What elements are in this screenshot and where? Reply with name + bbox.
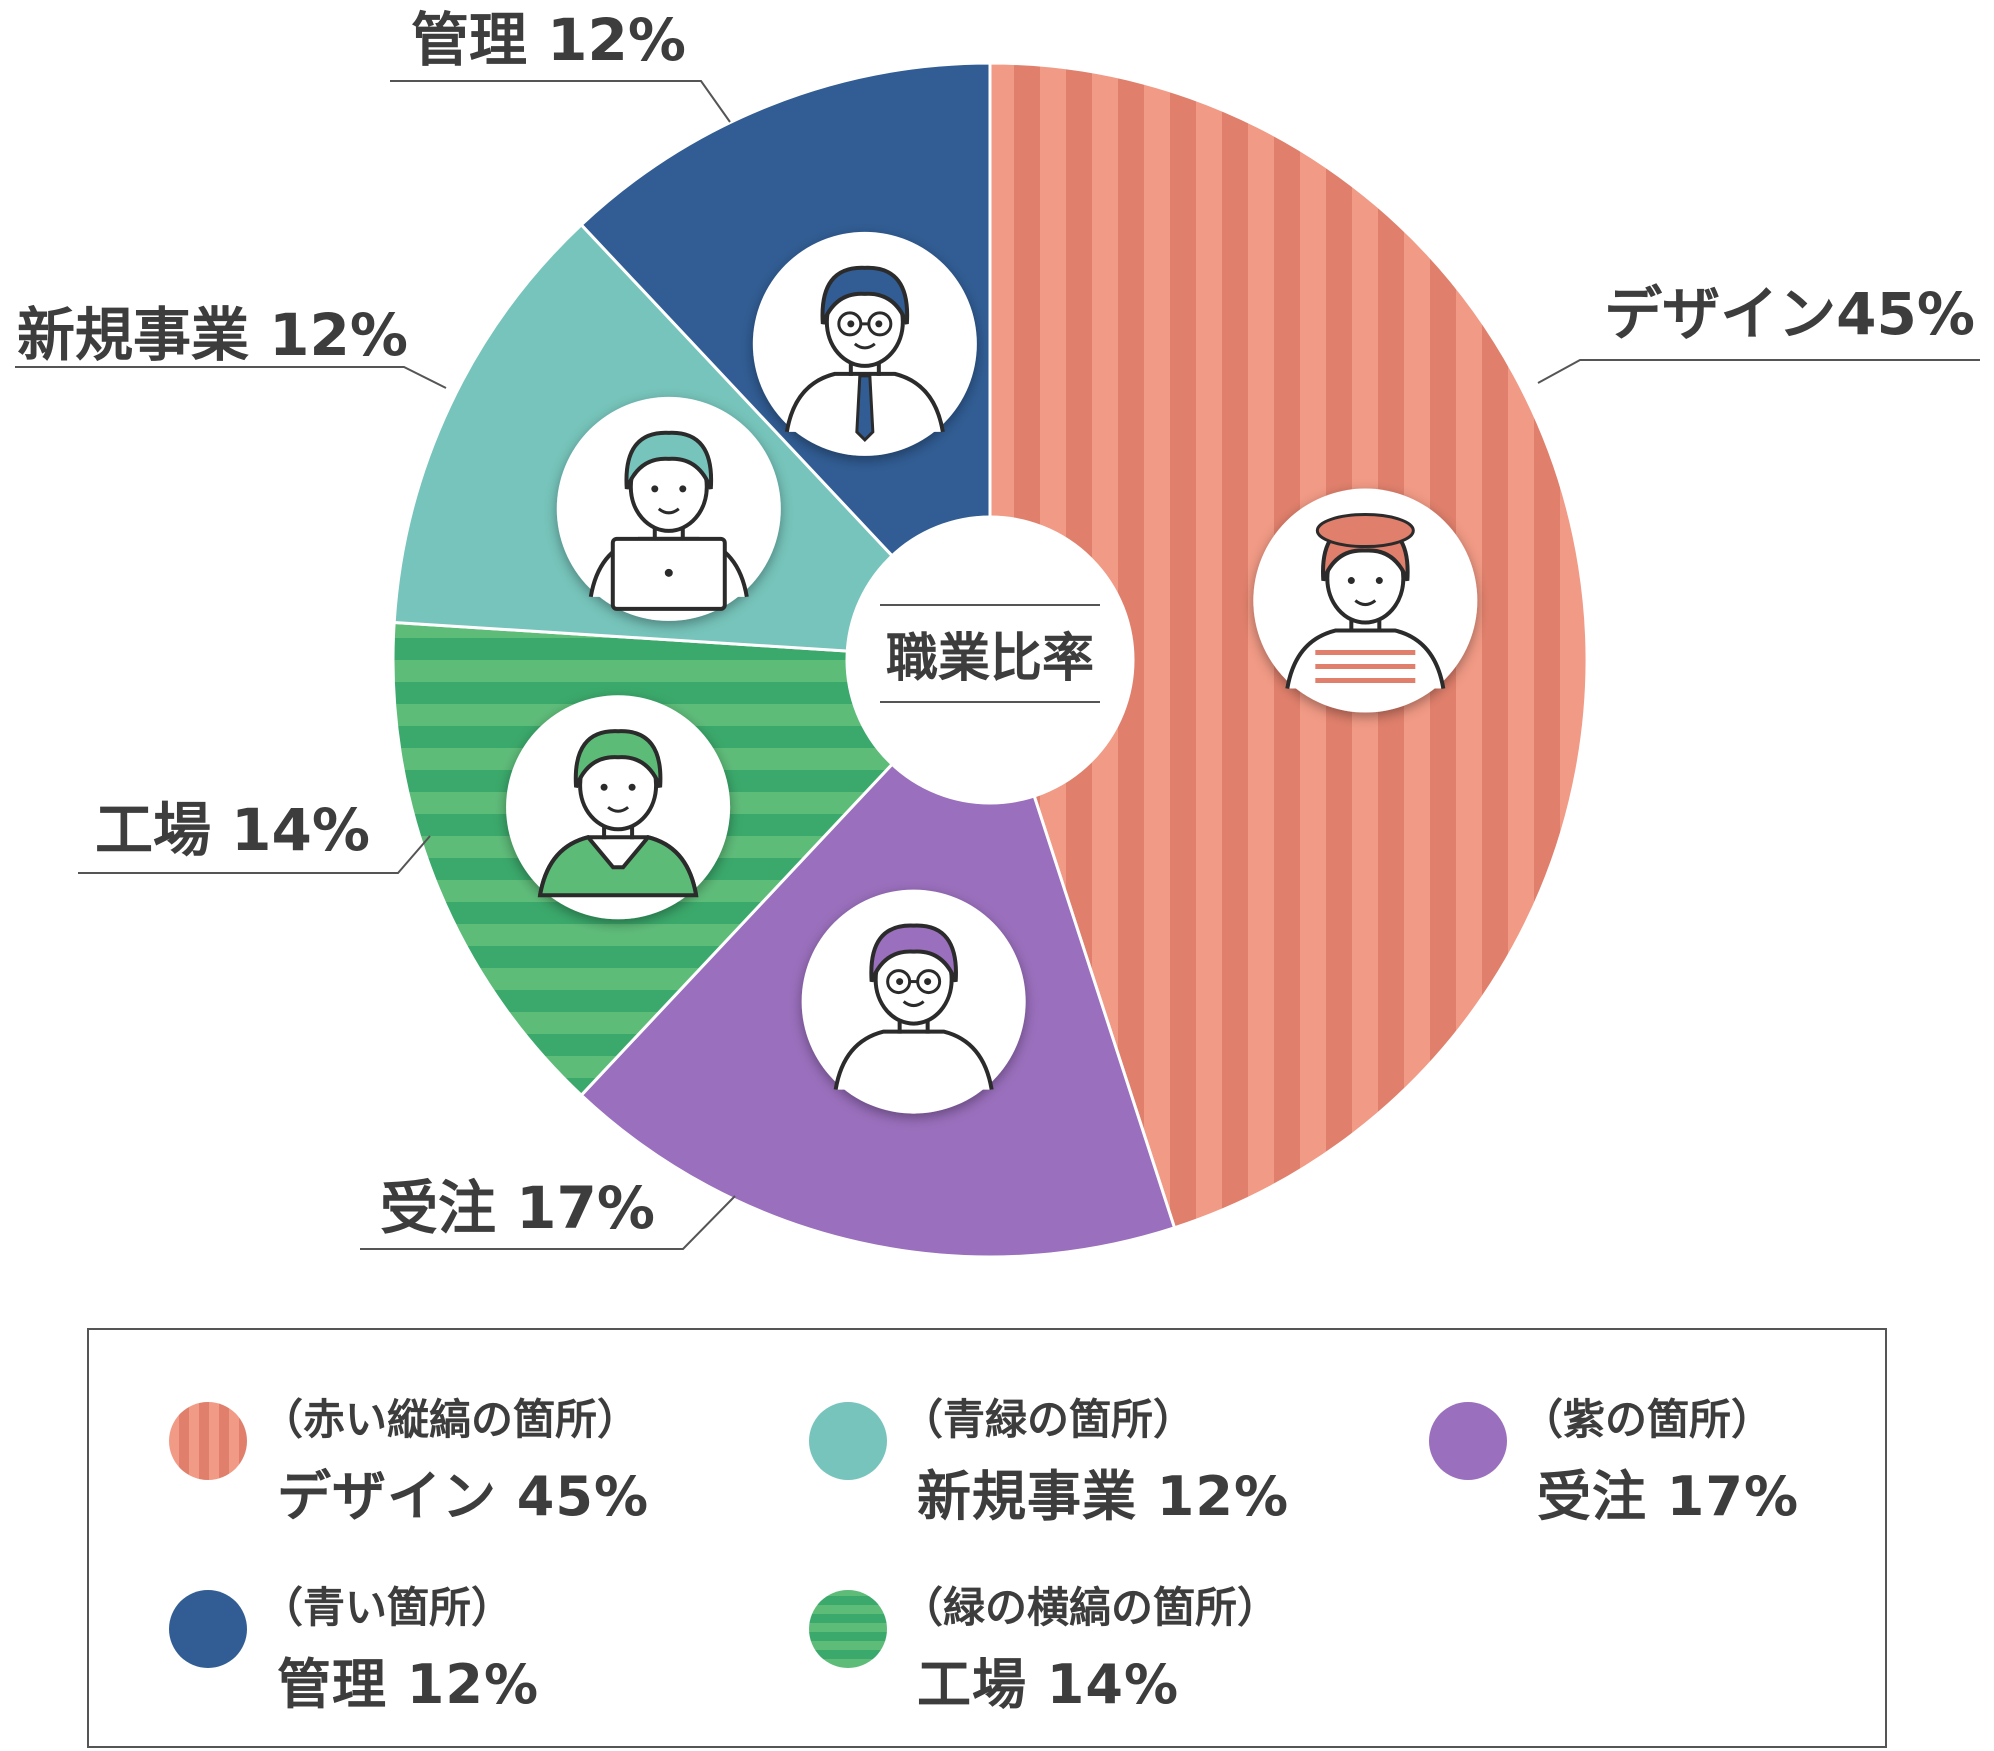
legend-note: （青い箇所） (261, 1583, 514, 1632)
slice-label: 管理 12% (411, 6, 686, 74)
slice-label: 受注 17% (380, 1174, 655, 1242)
leader-line (1537, 359, 1980, 384)
legend-value: 新規事業 12% (917, 1465, 1290, 1528)
legend-swatch-design (169, 1402, 247, 1480)
slice-label: デザイン45% (1604, 280, 1975, 348)
legend-swatch-new-business (809, 1402, 887, 1480)
legend-swatch-factory (809, 1590, 887, 1668)
leader-line (15, 366, 447, 389)
legend: （赤い縦縞の箇所） デザイン 45% （青緑の箇所） 新規事業 12% （紫の箇… (87, 1328, 1887, 1748)
legend-value: 管理 12% (277, 1653, 540, 1716)
center-circle (845, 515, 1135, 805)
designer-with-beret-icon (1253, 488, 1478, 713)
legend-value: 工場 14% (917, 1653, 1180, 1716)
leader-line (78, 835, 431, 874)
legend-value: 受注 17% (1537, 1465, 1800, 1528)
pie-chart: 職業比率 デザイン45% 受注 17% 工場 14% 新規事業 12% 管理 12% (15, 6, 1980, 1259)
manager-with-tie-icon (752, 231, 977, 456)
man-with-glasses-purple-hair-icon (801, 889, 1026, 1114)
legend-swatch-orders (1429, 1402, 1507, 1480)
legend-note: （緑の横縞の箇所） (901, 1583, 1280, 1632)
slice-label: 工場 14% (95, 796, 370, 864)
leader-line (390, 80, 731, 123)
center-label: 職業比率 (886, 629, 1094, 689)
slice-label: 新規事業 12% (17, 301, 408, 369)
factory-worker-icon (506, 695, 731, 920)
legend-note: （青緑の箇所） (901, 1395, 1196, 1444)
person-with-laptop-icon (556, 396, 781, 621)
legend-value: デザイン 45% (277, 1465, 650, 1528)
legend-note: （赤い縦縞の箇所） (261, 1395, 640, 1444)
legend-swatch-management (169, 1590, 247, 1668)
legend-note: （紫の箇所） (1521, 1395, 1774, 1444)
leader-line (360, 1195, 736, 1250)
